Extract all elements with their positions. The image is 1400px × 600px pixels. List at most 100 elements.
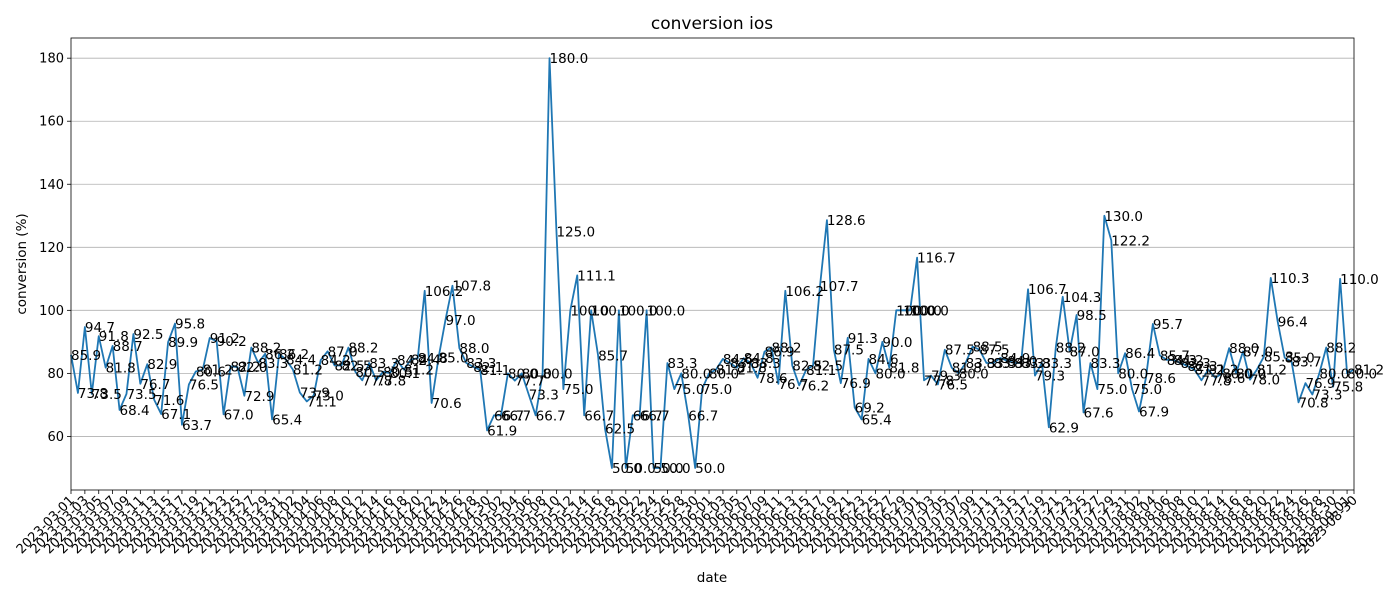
data-label: 80.0: [709, 366, 739, 382]
data-label: 83.3: [993, 356, 1023, 372]
data-label: 77.8: [924, 373, 954, 389]
data-label: 81.8: [952, 361, 982, 377]
data-label: 82.1: [473, 360, 503, 376]
y-tick-label: 60: [47, 430, 64, 445]
data-label: 87.5: [834, 343, 864, 359]
data-label: 50.0: [654, 461, 684, 477]
data-label: 76.7: [140, 377, 170, 393]
data-label: 71.1: [307, 394, 337, 410]
data-label: 82.0: [237, 360, 267, 376]
data-label: 106.2: [785, 284, 824, 300]
data-label: 106.7: [1028, 282, 1067, 298]
data-label: 84.2: [397, 353, 427, 369]
data-label: 81.1: [480, 363, 510, 379]
data-label: 91.3: [848, 331, 878, 347]
data-label: 76.9: [841, 376, 871, 392]
data-label: 111.1: [577, 268, 616, 284]
data-label: 84.9: [1000, 351, 1030, 367]
data-labels: 85.9 73.8 94.7 73.5 91.8 81.8 88.7 68.473.5 92.5…: [71, 51, 1384, 477]
data-label: 81.8: [737, 361, 767, 377]
data-label: 88.7: [113, 339, 143, 355]
data-label: 80.0: [543, 366, 573, 382]
data-label: 67.9: [1139, 405, 1169, 421]
data-label: 62.9: [1049, 420, 1079, 436]
data-label: 87.0: [1243, 344, 1273, 360]
data-label: 86.4: [1125, 346, 1155, 362]
data-label: 67.6: [1084, 405, 1114, 421]
data-label: 83.3: [258, 356, 288, 372]
data-label: 65.4: [272, 412, 302, 428]
data-label: 63.7: [182, 418, 212, 434]
data-label: 77.8: [376, 373, 406, 389]
data-label: 73.5: [126, 387, 156, 403]
y-tick-label: 140: [39, 178, 64, 193]
data-label: 100.0: [903, 303, 942, 319]
data-label: 78.6: [1215, 371, 1245, 387]
data-label: 76.5: [938, 377, 968, 393]
data-label: 83.3: [369, 356, 399, 372]
data-label: 80.0: [1236, 366, 1266, 382]
data-label: 79.3: [1035, 369, 1065, 385]
chart-title: conversion ios: [651, 14, 773, 34]
data-label: 77.8: [1201, 373, 1231, 389]
data-label: 83.7: [1292, 355, 1322, 371]
data-label: 73.0: [314, 388, 344, 404]
data-label: 87.0: [328, 344, 358, 360]
data-label: 66.7: [633, 408, 663, 424]
data-label: 68.4: [120, 403, 150, 419]
data-label: 100.0: [570, 303, 609, 319]
data-label: 81.2: [1208, 363, 1238, 379]
data-label: 128.6: [827, 213, 866, 229]
y-tick-label: 80: [47, 367, 64, 382]
data-label: 83.3: [1021, 356, 1051, 372]
data-label: 125.0: [556, 225, 595, 241]
data-label: 85.9: [71, 348, 101, 364]
data-label: 81.8: [889, 361, 919, 377]
data-label: 84.3: [1167, 353, 1197, 369]
data-label: 84.6: [869, 352, 899, 368]
data-label: 76.5: [189, 377, 219, 393]
data-label: 84.2: [1174, 353, 1204, 369]
data-label: 81.2: [1257, 363, 1287, 379]
data-label: 89.9: [168, 335, 198, 351]
data-label: 88.2: [771, 341, 801, 357]
data-label: 82.5: [792, 358, 822, 374]
data-label: 50.0: [660, 461, 690, 477]
data-label: 81.2: [716, 363, 746, 379]
data-label: 80.1: [390, 366, 420, 382]
data-label: 82.5: [335, 358, 365, 374]
data-label: 65.4: [862, 412, 892, 428]
data-label: 86.2: [279, 347, 309, 363]
data-label: 50.0: [626, 461, 656, 477]
data-label: 88.0: [459, 341, 489, 357]
data-label: 75.0: [1097, 382, 1127, 398]
data-label: 70.6: [432, 396, 462, 412]
data-label: 80.0: [959, 366, 989, 382]
data-label: 100.0: [910, 303, 949, 319]
data-label: 86.9: [765, 345, 795, 361]
data-label: 83.3: [730, 356, 760, 372]
data-label: 130.0: [1104, 209, 1143, 225]
data-label: 61.9: [487, 423, 517, 439]
data-label: 86.2: [265, 347, 295, 363]
data-label: 76.7: [778, 377, 808, 393]
data-label: 66.7: [536, 408, 566, 424]
plot-frame: [70, 37, 1355, 491]
data-label: 85.7: [1160, 348, 1190, 364]
x-axis-title: date: [697, 570, 727, 586]
y-axis-title: conversion (%): [14, 213, 30, 314]
data-label: 91.2: [210, 331, 240, 347]
data-label: 107.7: [820, 279, 859, 295]
data-label: 75.0: [674, 382, 704, 398]
data-label: 82.5: [813, 358, 843, 374]
data-label: 84.2: [321, 353, 351, 369]
data-label: 80.5: [355, 365, 385, 381]
data-label: 180.0: [550, 51, 589, 67]
data-label: 75.0: [563, 382, 593, 398]
data-label: 87.0: [1070, 344, 1100, 360]
data-label: 90.0: [882, 335, 912, 351]
data-label: 84.4: [286, 353, 316, 369]
data-label: 66.7: [494, 408, 524, 424]
data-label: 95.8: [175, 317, 205, 333]
